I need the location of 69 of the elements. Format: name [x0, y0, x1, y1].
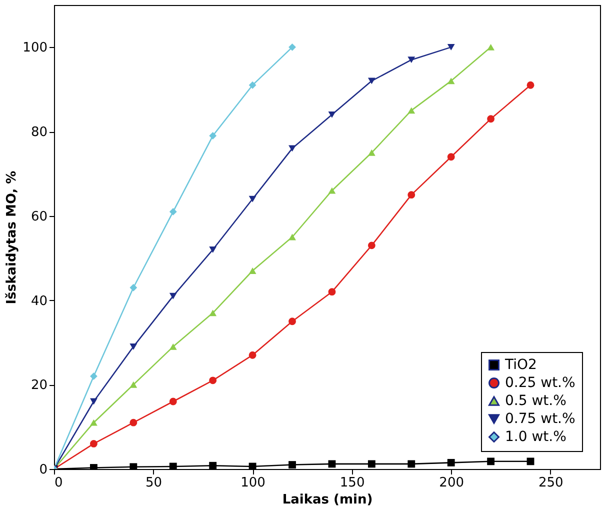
- point: [169, 292, 177, 300]
- point: [368, 149, 376, 156]
- point: [328, 111, 336, 118]
- point: [209, 310, 217, 316]
- point: [90, 419, 98, 426]
- point: [130, 381, 138, 388]
- point: [328, 187, 336, 194]
- point: [130, 284, 138, 292]
- y-tick-label: 40: [30, 294, 48, 309]
- point: [169, 343, 177, 350]
- point: [288, 318, 296, 326]
- legend-label: 0.25 wt.%: [505, 375, 576, 391]
- point: [209, 376, 217, 384]
- point: [487, 458, 495, 466]
- point: [288, 43, 296, 51]
- point: [209, 246, 217, 253]
- point: [248, 268, 256, 274]
- point: [447, 458, 455, 466]
- point: [90, 372, 98, 380]
- point: [368, 460, 376, 468]
- point: [487, 115, 495, 123]
- point: [447, 44, 455, 50]
- point: [288, 145, 296, 152]
- point: [248, 81, 256, 89]
- point: [408, 460, 416, 468]
- legend-label: 0.5 wt.%: [505, 393, 566, 409]
- point: [447, 78, 455, 84]
- x-tick-label: 250: [538, 476, 564, 490]
- y-tick-label: 60: [30, 209, 48, 224]
- point: [90, 440, 98, 448]
- point: [248, 351, 256, 359]
- x-tick-label: 50: [146, 476, 162, 490]
- point: [447, 153, 455, 161]
- point: [328, 460, 336, 468]
- point: [368, 242, 376, 250]
- point: [90, 398, 98, 405]
- x-tick-label: 150: [340, 476, 365, 490]
- y-tick-label: 80: [30, 125, 48, 140]
- point: [526, 81, 534, 89]
- point: [130, 418, 138, 426]
- point: [248, 462, 256, 469]
- point: [130, 343, 138, 350]
- y-tick-label: 0: [39, 462, 48, 478]
- x-axis-title: Laikas (min): [282, 492, 373, 508]
- x-tick-label: 200: [439, 476, 464, 490]
- y-tick-label: 100: [22, 40, 48, 56]
- point: [408, 191, 416, 199]
- point: [169, 398, 177, 406]
- point: [526, 458, 534, 466]
- point: [169, 208, 177, 216]
- legend-label: 1.0 wt.%: [505, 429, 566, 445]
- point: [209, 462, 217, 469]
- point: [328, 288, 336, 296]
- legend-label: 0.75 wt.%: [505, 411, 576, 427]
- point: [169, 462, 177, 469]
- point: [408, 56, 416, 64]
- point: [288, 461, 296, 468]
- point: [487, 44, 495, 50]
- point: [408, 107, 416, 114]
- legend-label: TiO2: [504, 357, 537, 373]
- x-tick-label: 0: [54, 476, 63, 490]
- point: [209, 132, 217, 140]
- point: [248, 196, 256, 202]
- point: [368, 78, 376, 84]
- y-axis-title: Išskaidytas MO, %: [4, 170, 20, 304]
- y-tick-label: 20: [30, 378, 48, 394]
- x-tick-label: 100: [240, 476, 266, 490]
- point: [288, 234, 296, 240]
- point: [130, 463, 138, 469]
